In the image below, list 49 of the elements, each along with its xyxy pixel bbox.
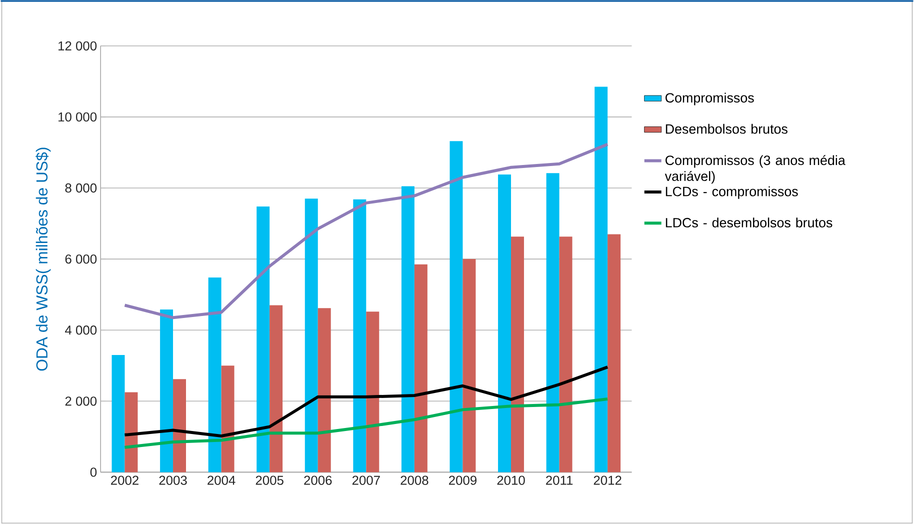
y-tick-label: 0 <box>90 468 97 477</box>
legend-label: LDCs - desembolsos brutos <box>666 218 832 228</box>
x-tick-label: 2008 <box>400 476 428 485</box>
line-series <box>123 365 610 438</box>
x-tick-label: 2004 <box>208 476 236 485</box>
bar <box>462 259 476 472</box>
bar <box>594 86 608 472</box>
legend-label: LCDs - compromissos <box>666 186 798 199</box>
x-tick-label: 2006 <box>304 476 332 485</box>
x-tick-label: 2009 <box>449 476 476 485</box>
y-tick-label: 6 000 <box>65 254 97 264</box>
x-tick-label: 2011 <box>546 476 573 485</box>
bar <box>414 264 428 472</box>
x-tick-label: 2007 <box>352 476 380 485</box>
bar <box>511 236 524 472</box>
bar <box>208 277 222 472</box>
bar <box>318 308 331 472</box>
y-tick-label: 8 000 <box>65 183 97 193</box>
bar <box>366 312 380 472</box>
bar <box>112 354 125 472</box>
line-series <box>123 397 610 449</box>
legend-label: Compromissos (3 anos média variável) <box>664 155 846 184</box>
bar <box>256 206 270 472</box>
bar <box>304 198 318 472</box>
bar <box>221 366 234 472</box>
y-tick-label: 10 000 <box>58 112 97 122</box>
x-tick-label: 2012 <box>594 476 622 485</box>
y-tick-label: 12 000 <box>58 41 97 50</box>
line-series <box>123 142 610 320</box>
bar <box>608 234 621 472</box>
bar <box>546 173 560 472</box>
x-tick-label: 2002 <box>111 476 138 485</box>
bar <box>498 174 512 472</box>
x-tick-label: 2010 <box>497 476 525 485</box>
bar <box>401 186 414 472</box>
bar <box>124 392 138 472</box>
x-tick-label: 2005 <box>256 476 284 485</box>
legend-label: Compromissos <box>666 92 754 106</box>
bar <box>160 309 174 472</box>
y-tick-label: 4 000 <box>65 325 97 335</box>
bar <box>450 141 463 472</box>
bar <box>353 199 366 472</box>
bar <box>270 305 283 472</box>
x-tick-label: 2003 <box>159 476 187 485</box>
bar <box>559 236 572 472</box>
legend-label: Desembolsos brutos <box>666 124 788 134</box>
bar <box>173 379 186 472</box>
y-axis-title: ODA de WSS( milhões de US$) <box>36 148 51 371</box>
y-tick-label: 2 000 <box>65 396 97 406</box>
